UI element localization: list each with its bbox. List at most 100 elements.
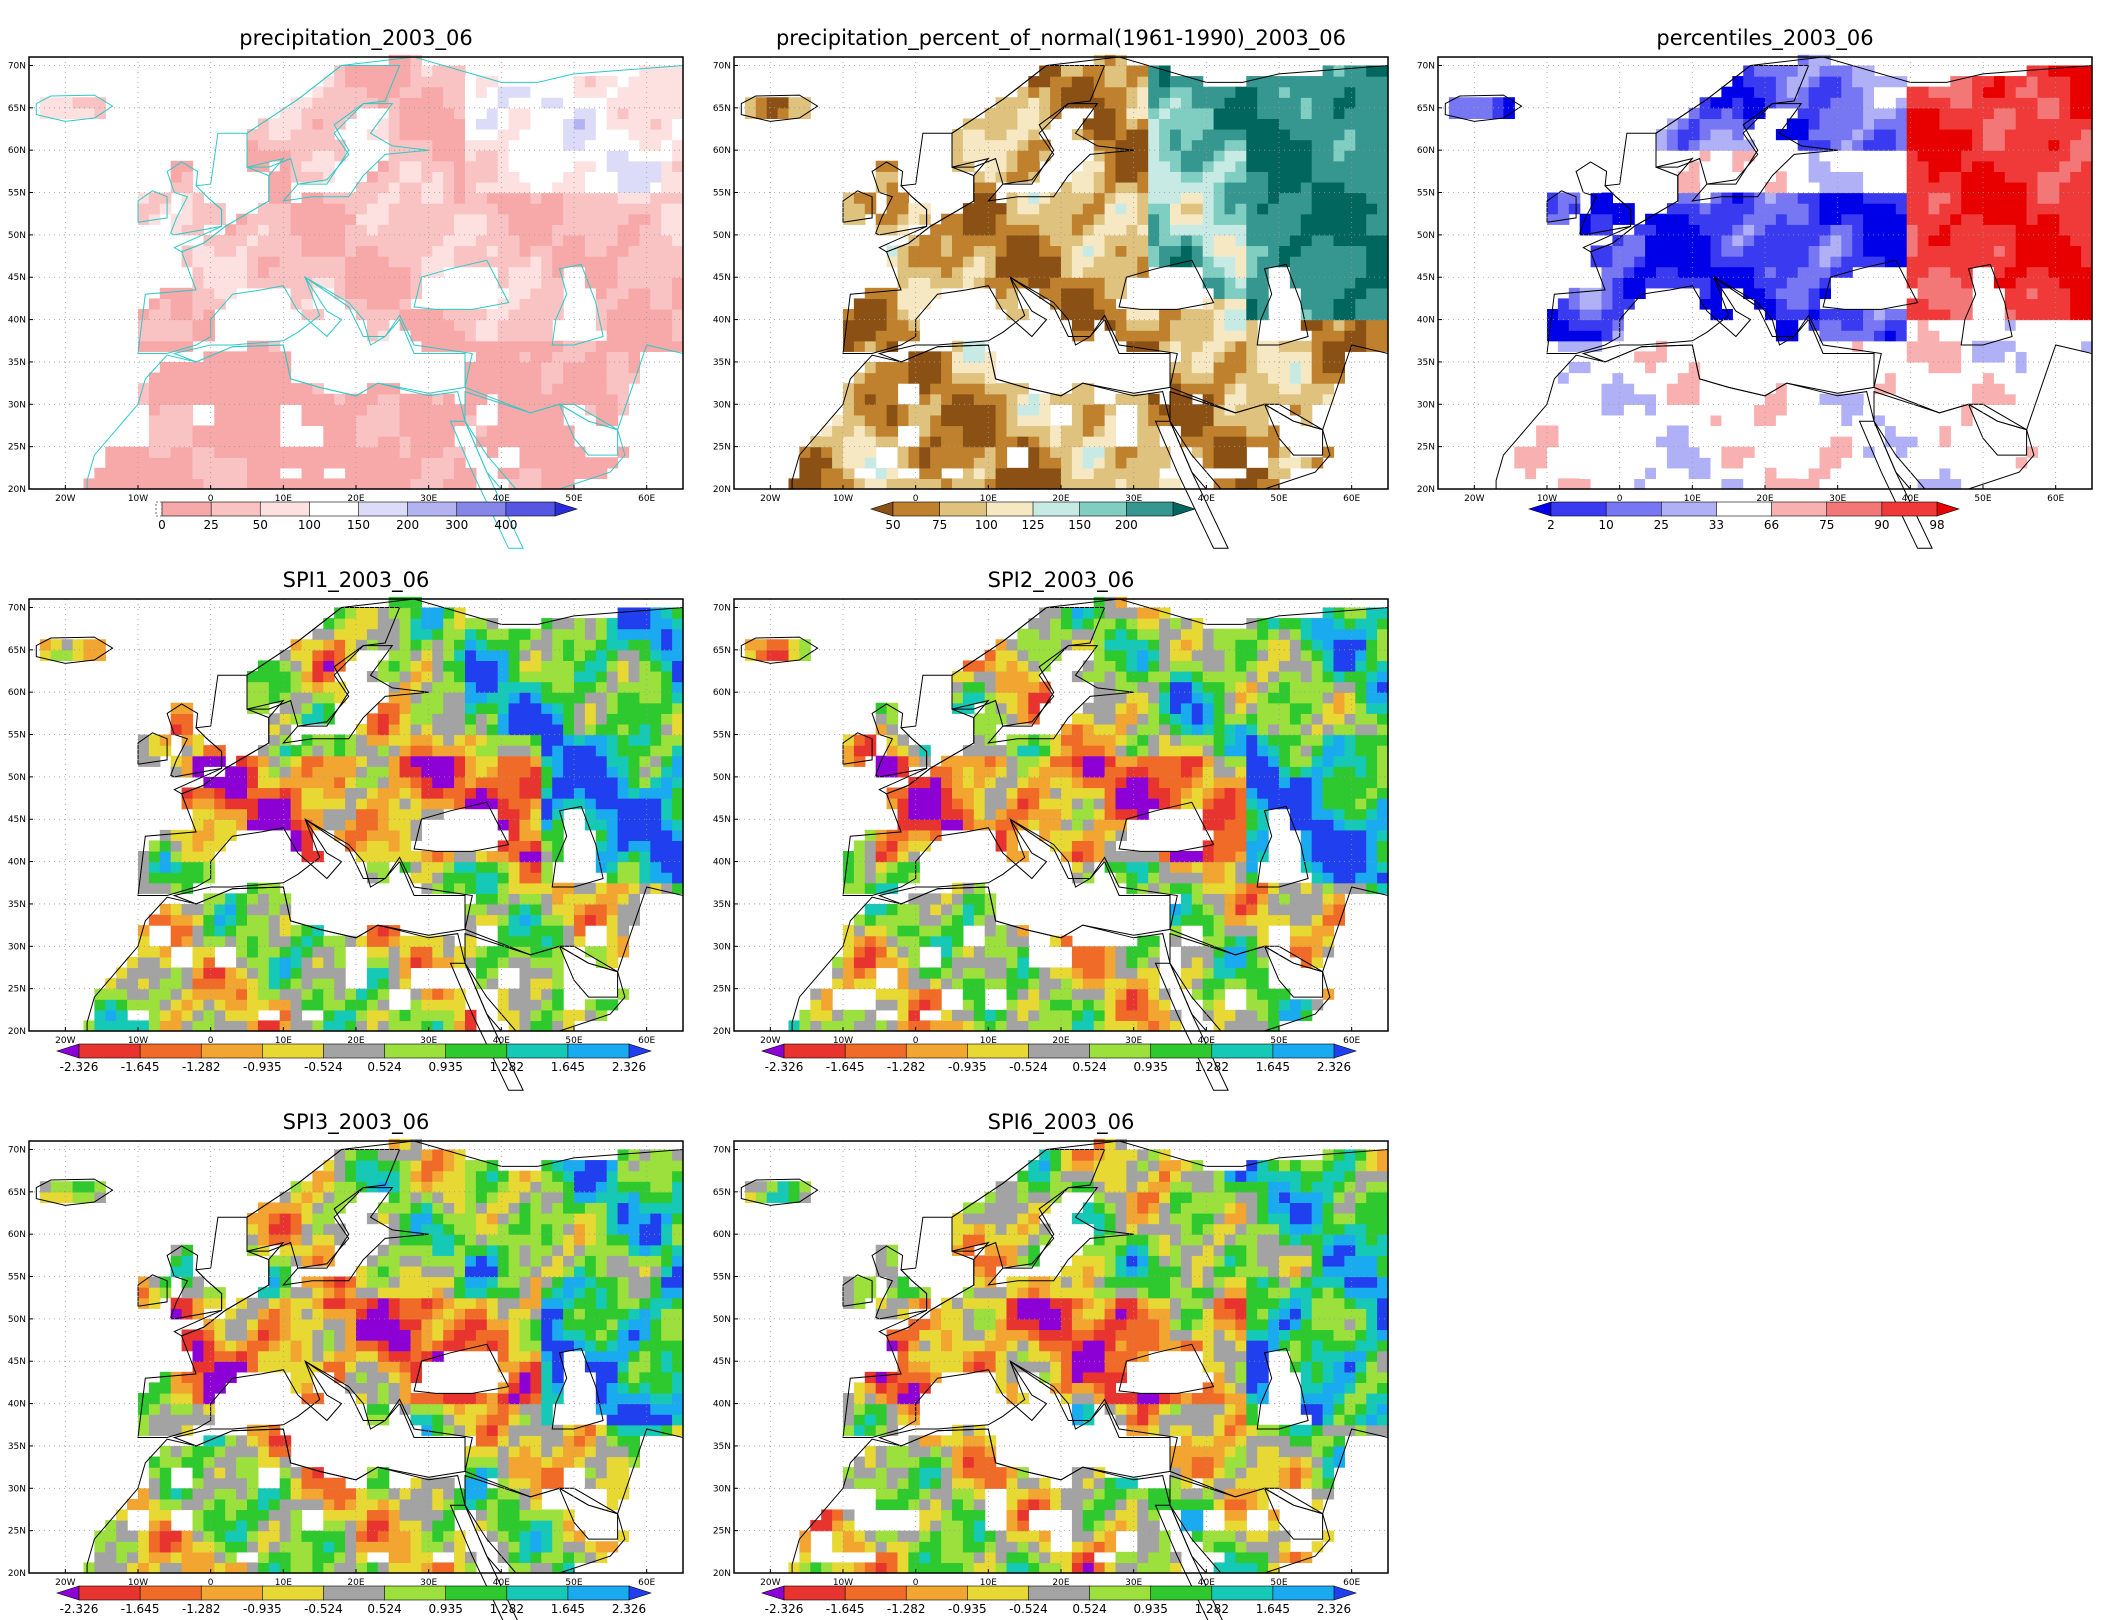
data-cell [1082, 97, 1095, 109]
data-cell [1950, 478, 1962, 490]
data-cell [1688, 372, 1701, 384]
data-cell [1710, 192, 1722, 204]
data-cell [1191, 150, 1204, 162]
data-cell [984, 436, 997, 448]
data-cell [672, 97, 684, 109]
data-cell [388, 266, 401, 278]
data-cell [639, 256, 651, 268]
data-cell [1547, 330, 1559, 342]
data-cell [606, 76, 619, 88]
data-cell [1928, 436, 1940, 448]
data-cell [1874, 340, 1886, 352]
data-cell [475, 372, 488, 384]
data-cell [181, 755, 194, 767]
data-cell [486, 319, 499, 331]
data-cell [941, 393, 953, 405]
data-cell [584, 203, 597, 215]
data-cell [1050, 203, 1062, 215]
data-cell [1939, 436, 1951, 448]
data-cell [1006, 393, 1018, 405]
data-cell [1289, 245, 1302, 257]
data-cell [661, 181, 673, 194]
data-cell [127, 446, 139, 458]
data-cell [279, 446, 292, 458]
data-cell [192, 393, 204, 405]
data-cell [919, 351, 931, 363]
data-cell [1322, 266, 1335, 278]
data-cell [377, 256, 390, 268]
data-cell [1983, 192, 1995, 204]
data-cell [1961, 76, 1973, 88]
data-cell [443, 86, 455, 98]
data-cell [279, 935, 292, 947]
data-cell [170, 967, 183, 979]
data-cell [1311, 86, 1324, 98]
data-cell [1224, 372, 1236, 384]
data-cell [1159, 478, 1171, 490]
data-cell [443, 150, 455, 162]
data-cell [323, 160, 335, 172]
data-cell [465, 478, 477, 490]
data-cell [1017, 86, 1029, 98]
data-cell [2026, 86, 2039, 98]
data-cell [279, 139, 292, 151]
data-cell [1017, 404, 1029, 416]
data-cell [563, 446, 575, 458]
data-cell [2015, 245, 2028, 257]
data-cell [1257, 287, 1269, 300]
data-cell [962, 129, 975, 141]
data-cell [1344, 266, 1356, 278]
data-cell [508, 340, 521, 352]
data-cell [606, 361, 619, 374]
data-cell [1180, 361, 1193, 374]
data-cell [1202, 414, 1215, 427]
data-cell [1895, 414, 1908, 427]
data-cell [1137, 76, 1149, 88]
data-cell [345, 478, 357, 490]
data-cell [530, 266, 542, 278]
data-cell [628, 256, 640, 268]
data-cell [366, 86, 379, 98]
data-cell [984, 234, 997, 247]
data-cell [214, 393, 226, 405]
data-cell [388, 203, 401, 215]
data-cell [1612, 234, 1624, 247]
data-cell [323, 107, 335, 120]
data-cell [356, 181, 368, 194]
data-cell [1311, 383, 1324, 395]
data-cell [236, 1009, 248, 1022]
data-cell [366, 446, 379, 458]
data-cell [1852, 404, 1864, 416]
data-cell [268, 478, 281, 490]
data-cell [159, 840, 172, 852]
data-cell [1939, 298, 1951, 310]
data-cell [268, 139, 281, 151]
data-cell [650, 192, 662, 204]
data-cell [257, 150, 270, 162]
data-cell [1743, 139, 1755, 151]
data-cell [886, 319, 899, 331]
data-cell [1191, 213, 1204, 225]
data-cell [1093, 277, 1106, 289]
data-cell [919, 372, 931, 384]
data-cell [1950, 287, 1962, 300]
data-cell [421, 309, 433, 321]
data-cell [1961, 457, 1973, 469]
data-cell [1906, 118, 1919, 130]
data-cell [475, 129, 488, 141]
data-cell [832, 467, 844, 480]
data-cell [257, 745, 270, 757]
data-cell [1863, 245, 1875, 257]
data-cell [1906, 129, 1919, 141]
data-cell [1732, 467, 1744, 480]
data-cell [2059, 181, 2071, 194]
data-cell [952, 139, 964, 151]
data-cell [995, 446, 1008, 458]
data-cell [257, 118, 270, 130]
data-cell [1344, 224, 1356, 236]
data-cell [650, 266, 662, 278]
data-cell [1819, 139, 1831, 151]
data-cell [1786, 425, 1799, 437]
data-cell [214, 819, 226, 831]
data-cell [1775, 277, 1788, 289]
